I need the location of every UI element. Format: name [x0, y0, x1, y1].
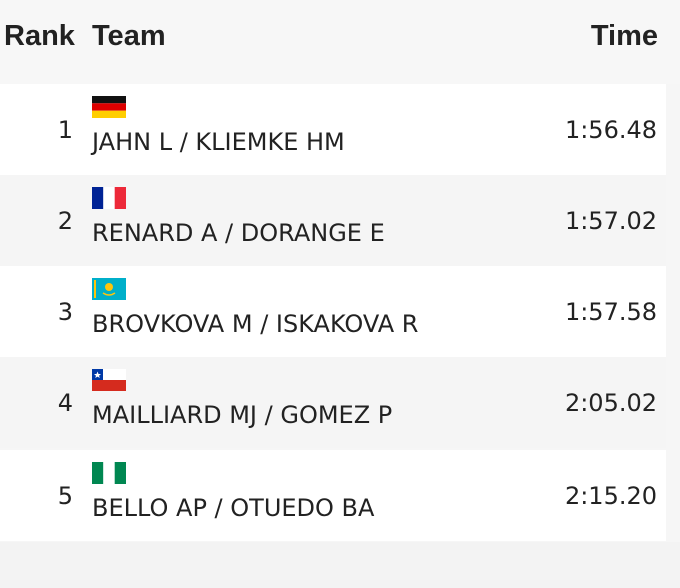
team-name: RENARD A / DORANGE E	[92, 219, 385, 247]
flag	[92, 278, 126, 300]
footer-band	[0, 542, 680, 588]
rank: 3	[57, 298, 73, 326]
flag	[92, 462, 126, 484]
rank: 2	[57, 207, 73, 235]
time: 1:57.02	[564, 207, 657, 235]
flag	[92, 369, 126, 391]
result-row: 4 MAILLIARD MJ / GOMEZ P 2:05.02	[0, 357, 666, 448]
team-name: BROVKOVA M / ISKAKOVA R	[92, 310, 419, 338]
time: 1:57.58	[564, 298, 657, 326]
team-name: MAILLIARD MJ / GOMEZ P	[92, 401, 393, 429]
rank: 5	[57, 482, 73, 510]
time: 2:15.20	[564, 482, 657, 510]
rank: 1	[57, 116, 73, 144]
time: 1:56.48	[564, 116, 657, 144]
time-header: Time	[590, 20, 658, 52]
header-row: Rank Team Time	[0, 0, 680, 84]
time: 2:05.02	[564, 389, 657, 417]
rank: 4	[57, 389, 73, 417]
team-name: JAHN L / KLIEMKE HM	[92, 128, 345, 156]
result-row: 1 JAHN L / KLIEMKE HM 1:56.48	[0, 84, 666, 175]
flag	[92, 96, 126, 118]
team-name: BELLO AP / OTUEDO BA	[92, 494, 375, 522]
rank-header: Rank	[4, 20, 75, 52]
result-row: 3 BROVKOVA M / ISKAKOVA R 1:57.58	[0, 266, 666, 357]
flag	[92, 187, 126, 209]
team-header: Team	[92, 20, 166, 52]
result-row: 2 RENARD A / DORANGE E 1:57.02	[0, 175, 666, 266]
result-row: 5 BELLO AP / OTUEDO BA 2:15.20	[0, 450, 666, 541]
